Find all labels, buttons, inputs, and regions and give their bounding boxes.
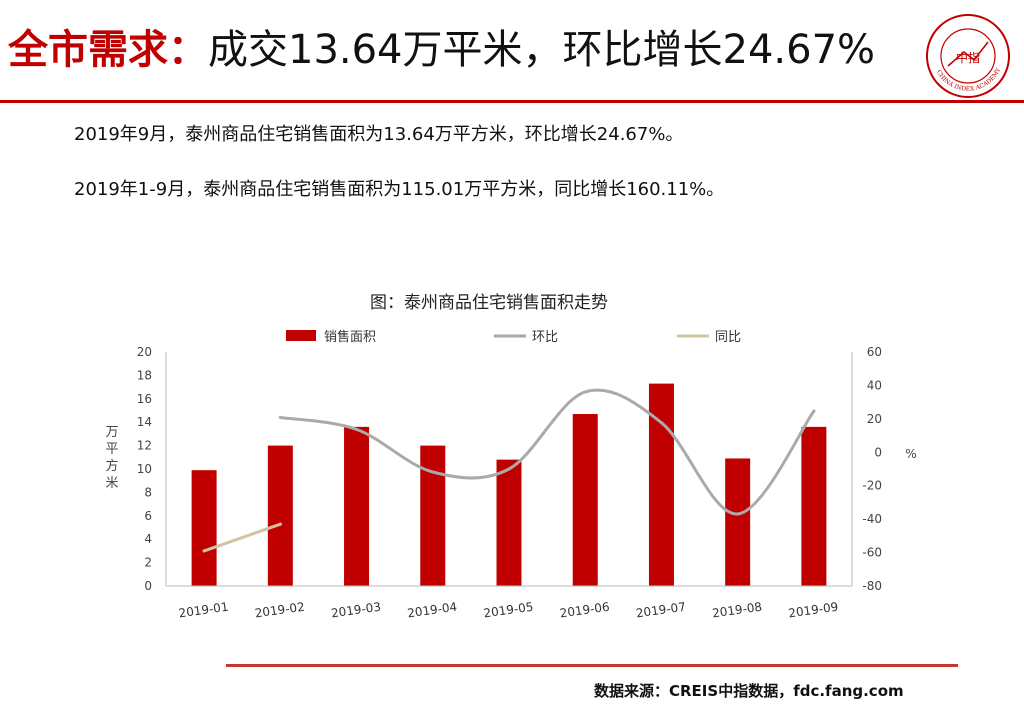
y-tick-label-left: 14 <box>137 415 152 429</box>
y-axis-label-char: 方 <box>105 458 118 474</box>
y-tick-label-right: 0 <box>874 445 882 459</box>
bar-2019-07 <box>648 383 674 586</box>
china-index-academy-logo: 中指 CHINA INDEX ACADEMY <box>926 14 1010 98</box>
summary-line-1: 2019年9月，泰州商品住宅销售面积为13.64万平方米，环比增长24.67%。 <box>74 124 684 145</box>
page-title-highlight: 全市需求： <box>8 27 208 73</box>
summary-line-2: 2019年1-9月，泰州商品住宅销售面积为115.01万平方米，同比增长160.… <box>74 179 725 200</box>
y-tick-label-right: -20 <box>862 479 882 493</box>
logo-text: 中指 <box>956 50 980 65</box>
bar-2019-03 <box>344 426 370 586</box>
line-point-环比 <box>278 416 282 420</box>
y-tick-label-left: 4 <box>144 532 152 546</box>
y-tick-label-left: 2 <box>144 556 152 570</box>
line-point-环比 <box>583 390 587 394</box>
line-point-同比 <box>202 549 206 553</box>
y-tick-label-left: 0 <box>144 579 152 593</box>
x-tick-label: 2019-04 <box>406 600 458 621</box>
y-tick-label-left: 18 <box>137 368 152 382</box>
y-axis-label-char: 万 <box>105 425 118 440</box>
line-point-环比 <box>659 421 663 425</box>
legend-swatch-销售面积 <box>286 330 316 341</box>
y-tick-label-right: -80 <box>862 579 882 593</box>
y-tick-label-right: -40 <box>862 512 882 526</box>
y-tick-label-left: 16 <box>137 392 152 406</box>
y-tick-label-right: -60 <box>862 546 882 560</box>
line-point-环比 <box>355 427 359 431</box>
chart-title: 图：泰州商品住宅销售面积走势 <box>370 293 608 313</box>
line-point-环比 <box>431 470 435 474</box>
line-point-同比 <box>278 522 282 526</box>
legend-label-环比: 环比 <box>532 330 558 345</box>
x-tick-label: 2019-09 <box>788 600 840 621</box>
line-point-环比 <box>507 467 511 471</box>
header-divider <box>0 100 1024 103</box>
legend-label-同比: 同比 <box>715 330 741 345</box>
line-series-同比 <box>202 522 282 553</box>
y-tick-label-left: 8 <box>144 485 152 499</box>
y-tick-label-left: 6 <box>144 509 152 523</box>
data-source: 数据来源：CREIS中指数据，fdc.fang.com <box>594 682 904 700</box>
x-tick-label: 2019-06 <box>559 600 611 621</box>
bar-2019-06 <box>572 414 598 586</box>
page-title: 全市需求：成交13.64万平米，环比增长24.67% <box>8 30 875 70</box>
y-tick-label-left: 10 <box>137 462 152 476</box>
legend-label-销售面积: 销售面积 <box>324 329 376 345</box>
line-point-环比 <box>812 409 816 413</box>
y-tick-label-left: 20 <box>137 345 152 359</box>
page-title-rest: 成交13.64万平米，环比增长24.67% <box>208 27 876 73</box>
y-axis-label-char: 米 <box>105 476 118 491</box>
bar-2019-08 <box>725 458 751 586</box>
y2-axis-label: % <box>905 447 916 461</box>
bar-2019-04 <box>420 445 446 586</box>
bar-2019-05 <box>496 459 522 586</box>
footer-divider <box>226 664 958 667</box>
line-point-环比 <box>736 512 740 516</box>
x-tick-label: 2019-03 <box>330 600 382 621</box>
x-tick-label: 2019-05 <box>483 600 535 621</box>
bar-2019-01 <box>191 470 217 586</box>
y-tick-label-right: 20 <box>867 412 882 426</box>
bar-2019-09 <box>801 426 827 586</box>
y-axis-label-char: 平 <box>105 442 118 457</box>
y-tick-label-right: 40 <box>867 378 882 392</box>
x-tick-label: 2019-07 <box>635 600 687 621</box>
bar-2019-02 <box>267 445 293 586</box>
y-tick-label-left: 12 <box>137 439 152 453</box>
y-tick-label-right: 60 <box>867 345 882 359</box>
x-tick-label: 2019-02 <box>254 600 306 621</box>
x-tick-label: 2019-08 <box>711 600 763 621</box>
x-tick-label: 2019-01 <box>178 600 230 621</box>
